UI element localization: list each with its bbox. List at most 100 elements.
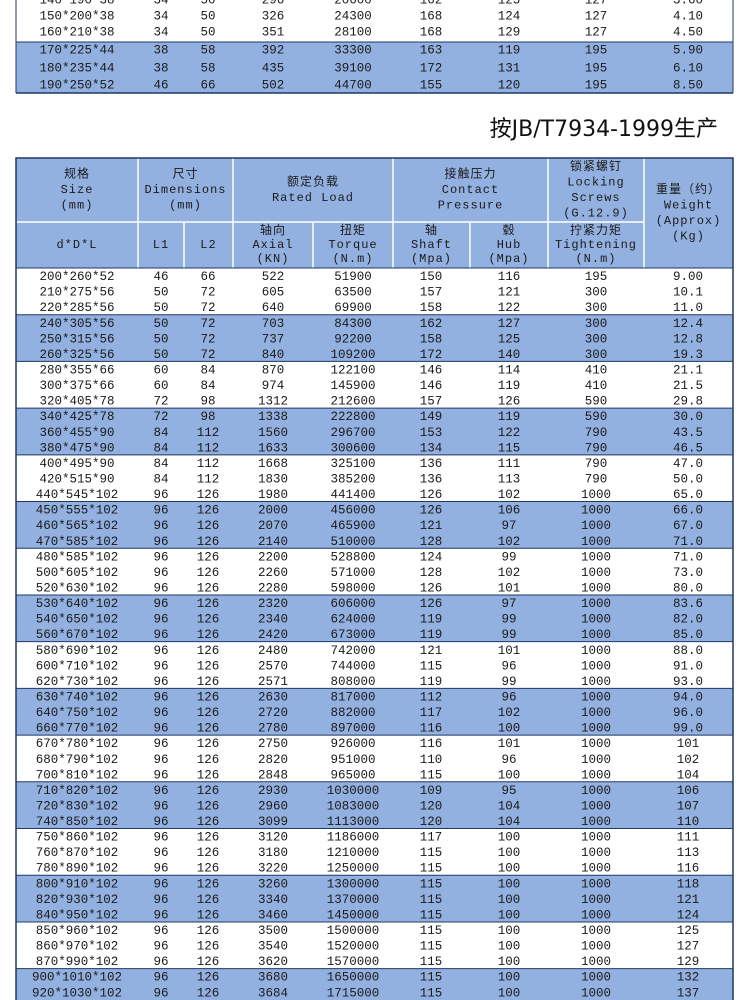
cell: 96 — [153, 815, 168, 829]
cell: 126 — [197, 628, 220, 642]
cell: 50 — [200, 0, 215, 7]
cell: 113 — [677, 846, 700, 860]
cell: 96 — [153, 613, 168, 627]
cell: 96 — [501, 659, 516, 673]
header-text: 轴向 — [260, 222, 286, 238]
cell: 100 — [498, 940, 521, 954]
cell: 1312 — [258, 395, 288, 409]
cell: 96 — [153, 955, 168, 969]
cell: 71.0 — [673, 550, 703, 564]
cell: 1000 — [581, 986, 611, 1000]
cell: 96 — [501, 690, 516, 704]
cell: 1000 — [581, 940, 611, 954]
cell: 126 — [197, 877, 220, 891]
cell: 2140 — [258, 535, 288, 549]
header-text: 锁紧螺钉 — [570, 158, 622, 174]
cell: 132 — [677, 971, 700, 985]
cell: 163 — [420, 43, 443, 57]
cell: 136 — [420, 472, 443, 486]
cell: 122100 — [330, 364, 375, 378]
header-text: Pressure — [438, 199, 504, 213]
cell: 126 — [197, 581, 220, 595]
cell: 126 — [197, 504, 220, 518]
cell: 172 — [420, 348, 443, 362]
cell: 340*425*78 — [39, 410, 114, 424]
cell: 100 — [498, 877, 521, 891]
cell: 5.90 — [673, 43, 703, 57]
cell: 3.60 — [673, 0, 703, 7]
header-text: (mm) — [61, 199, 94, 213]
cell: 11.0 — [673, 301, 703, 315]
cell: 126 — [197, 846, 220, 860]
cell: 360*455*90 — [39, 426, 114, 440]
cell: 153 — [420, 426, 443, 440]
cell: 420*515*90 — [39, 472, 114, 486]
cell: 125 — [498, 332, 521, 346]
cell: 96 — [153, 519, 168, 533]
cell: 112 — [197, 441, 220, 455]
cell: 126 — [197, 613, 220, 627]
cell: 126 — [197, 831, 220, 845]
cell: 96 — [153, 940, 168, 954]
cell: 1000 — [581, 831, 611, 845]
cell: 116 — [420, 722, 443, 736]
cell: 66 — [200, 270, 215, 284]
cell: 2930 — [258, 784, 288, 798]
cell: 126 — [197, 986, 220, 1000]
row-band — [16, 439, 733, 456]
cell: 91.0 — [673, 659, 703, 673]
cell: 598000 — [330, 581, 375, 595]
cell: 140*190*38 — [39, 0, 114, 7]
cell: 1000 — [581, 535, 611, 549]
cell: 116 — [420, 737, 443, 751]
cell: 126 — [197, 535, 220, 549]
row-band — [16, 345, 733, 362]
cell: 1000 — [581, 504, 611, 518]
cell: 120 — [498, 78, 521, 92]
cell: 118 — [677, 877, 700, 891]
cell: 624000 — [330, 613, 375, 627]
cell: 240*305*56 — [39, 317, 114, 331]
cell: 740*850*102 — [36, 815, 119, 829]
cell: 860*970*102 — [36, 940, 119, 954]
cell: 1560 — [258, 426, 288, 440]
header-text: Contact — [442, 183, 499, 197]
cell: 84 — [200, 364, 215, 378]
cell: 34 — [153, 25, 168, 39]
cell: 195 — [585, 43, 608, 57]
cell: 3684 — [258, 986, 288, 1000]
cell: 100 — [498, 862, 521, 876]
cell: 158 — [420, 332, 443, 346]
cell: 115 — [420, 955, 443, 969]
cell: 117 — [420, 706, 443, 720]
cell: 72 — [200, 301, 215, 315]
cell: 50 — [153, 301, 168, 315]
header-text: 拧紧力矩 — [570, 223, 622, 238]
cell: 222800 — [330, 410, 375, 424]
cell: 897000 — [330, 722, 375, 736]
cell: 127 — [585, 9, 608, 23]
cell: 98 — [200, 410, 215, 424]
cell: 46.5 — [673, 441, 703, 455]
cell: 121 — [420, 644, 443, 658]
cell: 2820 — [258, 753, 288, 767]
cell: 450*555*102 — [36, 504, 119, 518]
cell: 1000 — [581, 862, 611, 876]
header-text: Size — [61, 183, 94, 197]
cell: 115 — [420, 986, 443, 1000]
cell: 1000 — [581, 581, 611, 595]
header-text: 接触压力 — [444, 166, 496, 182]
cell: 1000 — [581, 846, 611, 860]
cell: 410 — [585, 364, 608, 378]
cell: 20600 — [334, 0, 372, 7]
cell: 380*475*90 — [39, 441, 114, 455]
cell: 1000 — [581, 628, 611, 642]
cell: 84 — [153, 472, 168, 486]
cell: 1000 — [581, 722, 611, 736]
cell: 121 — [677, 893, 700, 907]
cell: 110 — [420, 753, 443, 767]
cell: 465900 — [330, 519, 375, 533]
cell: 84 — [200, 379, 215, 393]
cell: 1715000 — [327, 986, 380, 1000]
cell: 98 — [200, 395, 215, 409]
